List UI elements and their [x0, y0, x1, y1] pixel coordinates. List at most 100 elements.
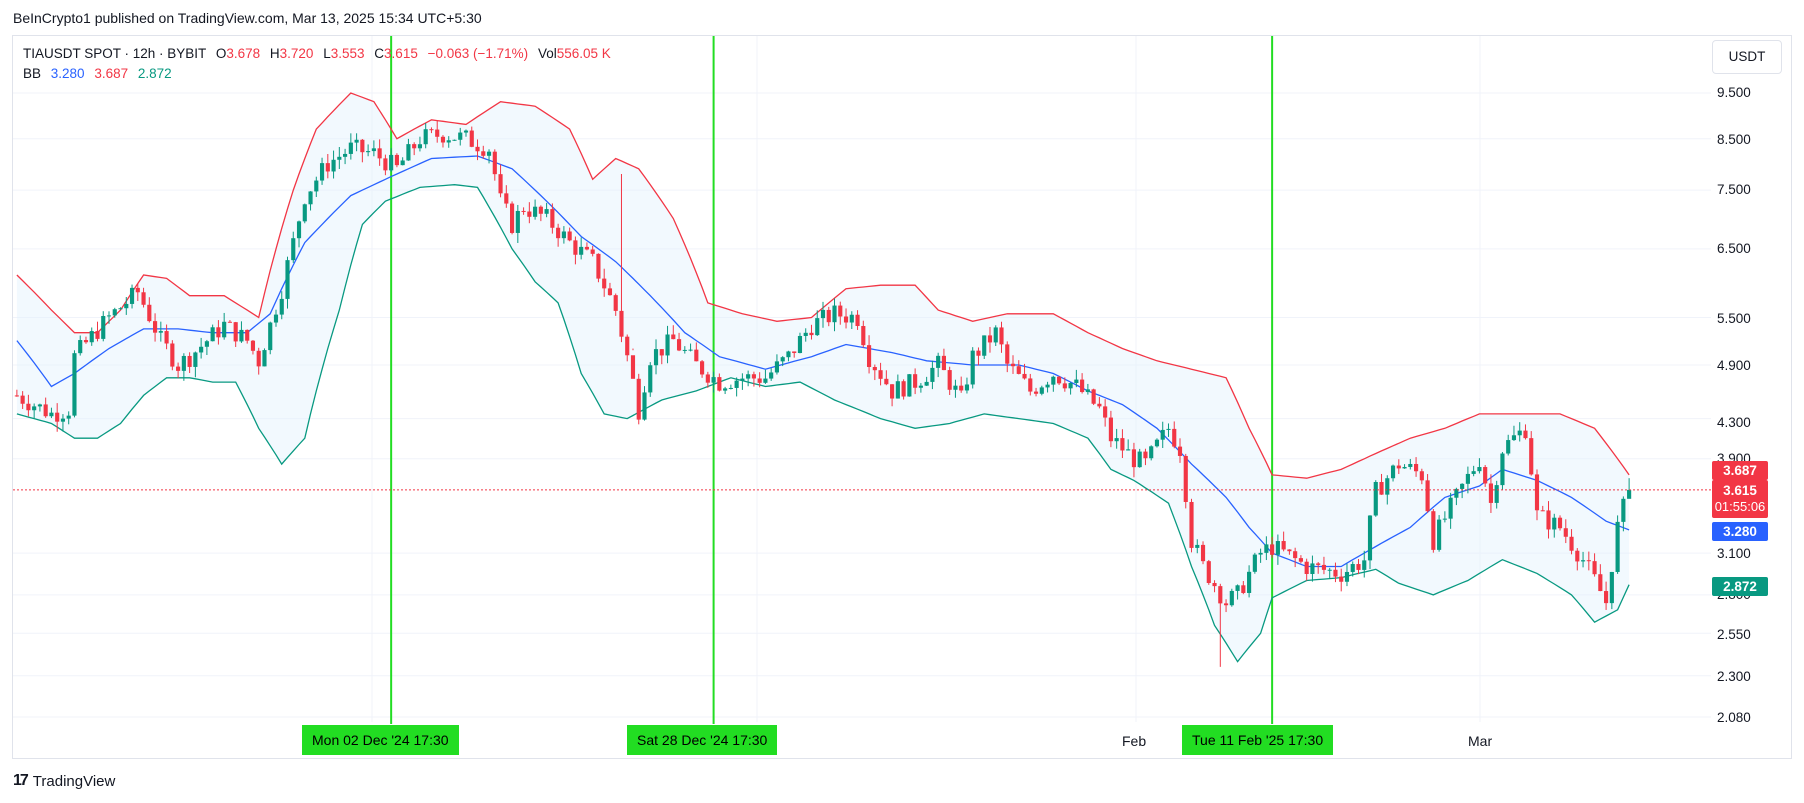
candle: [325, 153, 330, 179]
candle-body: [1563, 528, 1568, 537]
candle-body: [1414, 463, 1419, 472]
candle-body: [579, 246, 584, 255]
candle: [953, 379, 958, 398]
candle: [1442, 511, 1447, 523]
symbol-info[interactable]: TIAUSDT SPOT · 12h · BYBIT: [23, 46, 207, 61]
candle-body: [1425, 480, 1430, 512]
candle: [1563, 519, 1568, 544]
candle: [717, 373, 722, 392]
candle-body: [1131, 449, 1137, 468]
candle: [176, 362, 181, 378]
candle-body: [1310, 563, 1315, 574]
candle-body: [319, 163, 325, 181]
candle-body: [884, 378, 889, 385]
bb-upper-value: 3.687: [94, 66, 129, 81]
candle: [452, 139, 457, 141]
candle-body: [1356, 564, 1361, 570]
candle-body: [1137, 451, 1142, 468]
candle-body: [1465, 473, 1470, 484]
candle-body: [763, 378, 768, 383]
candle: [1028, 373, 1033, 396]
candle-body: [803, 332, 808, 336]
candle: [815, 310, 820, 336]
candle: [193, 351, 198, 378]
candle-body: [769, 372, 774, 379]
candle: [1437, 515, 1442, 552]
candle: [279, 291, 284, 320]
candle-body: [982, 335, 987, 356]
candle: [1425, 474, 1430, 513]
candle-body: [1212, 582, 1217, 587]
candle-body: [1448, 497, 1453, 519]
candle: [216, 320, 221, 345]
candle-body: [1218, 586, 1223, 604]
candle-body: [1367, 515, 1373, 561]
candle-body: [1005, 344, 1010, 364]
candle: [170, 340, 175, 371]
candle-body: [245, 329, 250, 341]
candle: [918, 383, 923, 393]
candle-body: [343, 153, 348, 157]
candle: [481, 145, 486, 159]
candle: [1350, 561, 1355, 577]
candle-body: [1080, 379, 1085, 393]
candle-body: [861, 326, 866, 346]
candle: [625, 334, 630, 362]
candle-body: [1189, 501, 1194, 548]
candle: [832, 298, 837, 332]
candle: [803, 328, 808, 342]
tradingview-logo[interactable]: 17 TradingView: [13, 772, 115, 790]
candle-body: [222, 321, 227, 338]
candle-body: [607, 288, 613, 296]
candle: [37, 403, 42, 412]
candle: [1465, 466, 1470, 494]
candle-body: [1028, 378, 1033, 392]
candle-body: [521, 210, 526, 212]
candle: [567, 227, 572, 242]
time-label-mar: Mar: [1468, 733, 1493, 749]
candle: [348, 133, 353, 160]
candle: [1414, 457, 1419, 477]
candle-body: [181, 355, 186, 371]
currency-unit-button[interactable]: USDT: [1712, 40, 1782, 74]
candle-body: [227, 321, 232, 323]
candle: [757, 372, 762, 388]
bb-row[interactable]: BB 3.280 3.687 2.872: [23, 64, 611, 84]
chart-panel[interactable]: [12, 35, 1792, 759]
candle: [446, 136, 451, 148]
candle: [314, 176, 319, 198]
candle-body: [1598, 574, 1603, 592]
candle-body: [1108, 417, 1113, 442]
candle-body: [538, 206, 543, 214]
candle: [152, 313, 158, 342]
candle: [1523, 424, 1528, 440]
candle-body: [458, 132, 463, 140]
candle: [1546, 501, 1551, 539]
bar-countdown: 01:55:06: [1714, 499, 1766, 514]
candle: [239, 321, 244, 343]
candle-body: [475, 146, 480, 152]
candle-body: [262, 350, 267, 367]
candle: [1091, 388, 1096, 406]
candle: [728, 384, 733, 390]
candle: [1103, 399, 1108, 427]
candle: [890, 384, 895, 407]
candle: [1068, 382, 1073, 395]
candle: [141, 287, 146, 308]
candle: [786, 350, 791, 362]
candle: [550, 203, 555, 234]
candle-body: [504, 193, 509, 204]
candle: [262, 348, 267, 367]
candle-body: [596, 253, 601, 279]
candle: [417, 136, 423, 152]
candle: [734, 377, 739, 397]
candle: [746, 370, 751, 387]
candle-body: [625, 336, 630, 356]
candle: [1137, 448, 1142, 468]
candle: [878, 362, 883, 386]
candle: [838, 301, 843, 325]
current-price-value: 3.615: [1723, 483, 1757, 498]
candle-body: [1143, 451, 1148, 459]
date-marker-3: Tue 11 Feb '25 17:30: [1182, 725, 1334, 755]
